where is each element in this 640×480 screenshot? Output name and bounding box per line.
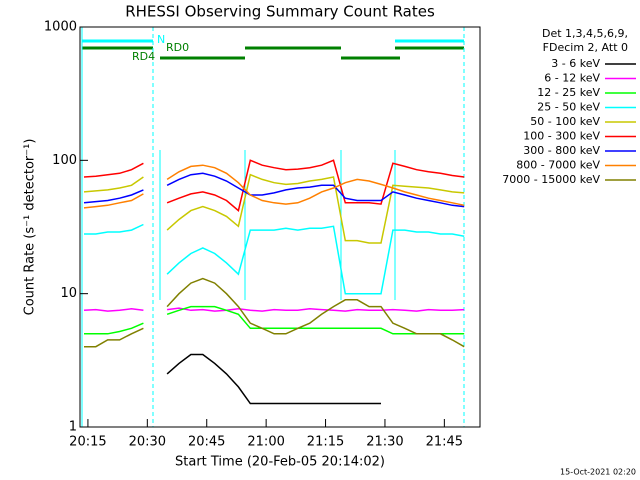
x-tick-label: 20:30 [129,435,166,450]
footer: 15-Oct-2021 02:20 [560,468,636,477]
x-axis-label: Start Time (20-Feb-05 20:14:02) [175,455,385,470]
legend-title: FDecim 2, Att 0 [543,41,628,54]
annotation: RD0 [166,41,189,54]
status-bars [82,39,464,60]
series-line [166,353,381,405]
legend-label: 100 - 300 keV [523,130,600,143]
y-tick-label: 100 [52,153,77,168]
legend-label: 50 - 100 keV [530,115,600,128]
y-tick-label: 1 [69,420,77,435]
y-axis-label: Count Rate (s⁻¹ detector⁻¹) [23,139,38,316]
y-tick-label: 1000 [44,20,77,35]
x-tick-label: 21:00 [247,435,284,450]
annotation: RD4 [132,50,155,63]
legend-label: 300 - 800 keV [523,144,600,157]
series-line [84,223,465,295]
series-line [84,305,465,335]
legend-label: 12 - 25 keV [537,86,600,99]
plot-frame [79,26,481,428]
legend-label: 7000 - 15000 keV [502,173,600,186]
series-line [83,164,465,209]
legend-title: Det 1,3,4,5,6,9, [542,27,628,40]
annotation: N [157,33,165,46]
series-line [83,159,465,212]
boundary-lines [81,27,465,427]
series-line [83,172,465,208]
legend-label: 800 - 7000 keV [516,159,600,172]
legend-label: 25 - 50 keV [537,101,600,114]
legend-label: 3 - 6 keV [551,57,600,70]
series-line [83,307,465,312]
chart-title: RHESSI Observing Summary Count Rates [125,3,435,21]
x-tick-label: 20:45 [188,435,225,450]
series-line [84,277,465,348]
legend-label: 6 - 12 keV [544,72,600,85]
series-line [83,173,465,244]
x-tick-label: 21:30 [366,435,403,450]
x-tick-label: 21:45 [426,435,463,450]
x-tick-label: 21:15 [307,435,344,450]
y-tick-label: 10 [60,286,77,301]
x-tick-label: 20:15 [69,435,106,450]
